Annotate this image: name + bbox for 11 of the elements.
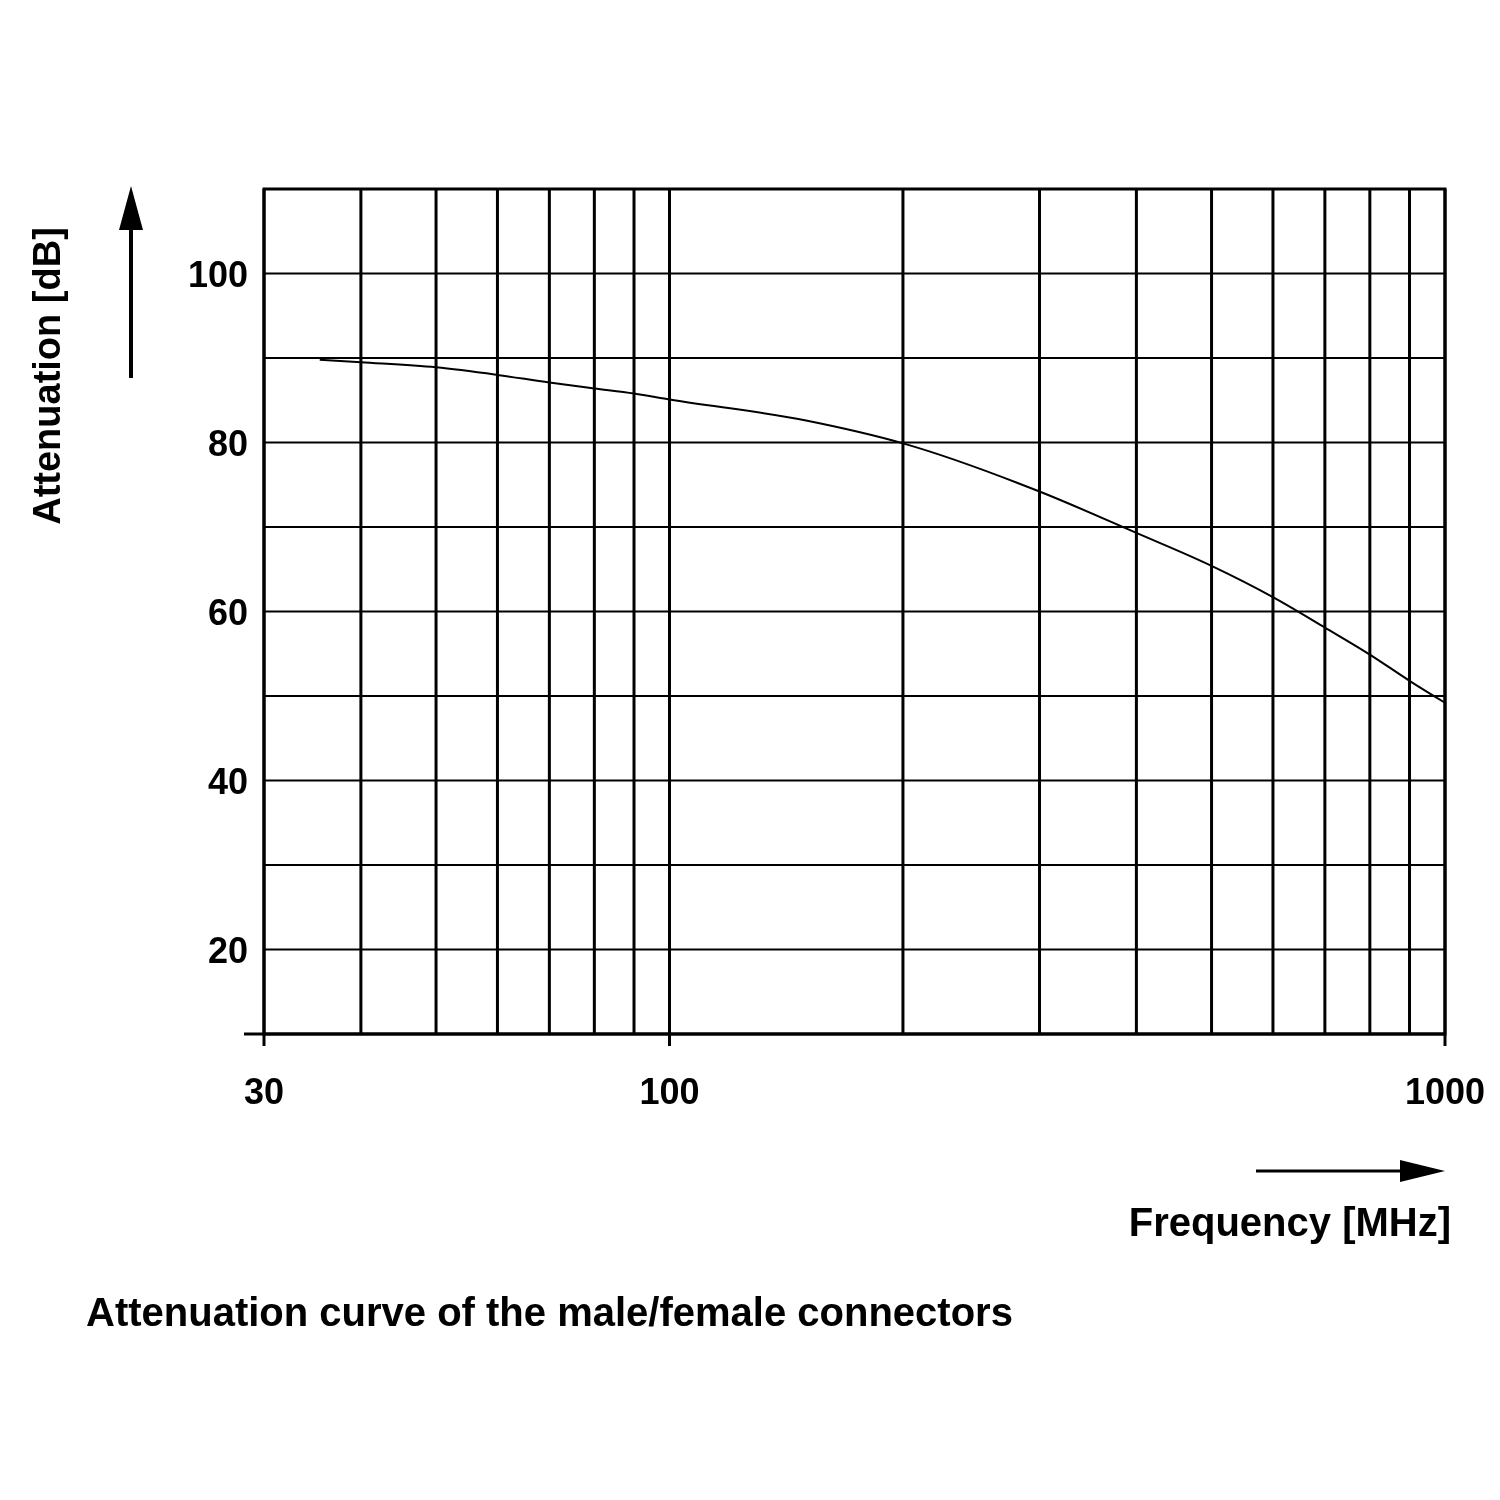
y-tick-label: 20 <box>207 929 248 971</box>
x-tick-label: 30 <box>243 1071 285 1112</box>
y-tick-label: 40 <box>207 760 248 802</box>
y-axis-title: Attenuation [dB] <box>26 227 68 525</box>
x-tick-label: 1000 <box>1404 1071 1486 1112</box>
x-axis-title: Frequency [MHz] <box>1128 1200 1451 1244</box>
y-tick-label: 60 <box>207 591 248 633</box>
y-tick-label: 100 <box>187 253 248 295</box>
x-tick-label: 100 <box>639 1071 700 1112</box>
text: Attenuation curve of the male/female connectors <box>86 1290 1013 1334</box>
y-tick-label: 80 <box>207 422 248 464</box>
